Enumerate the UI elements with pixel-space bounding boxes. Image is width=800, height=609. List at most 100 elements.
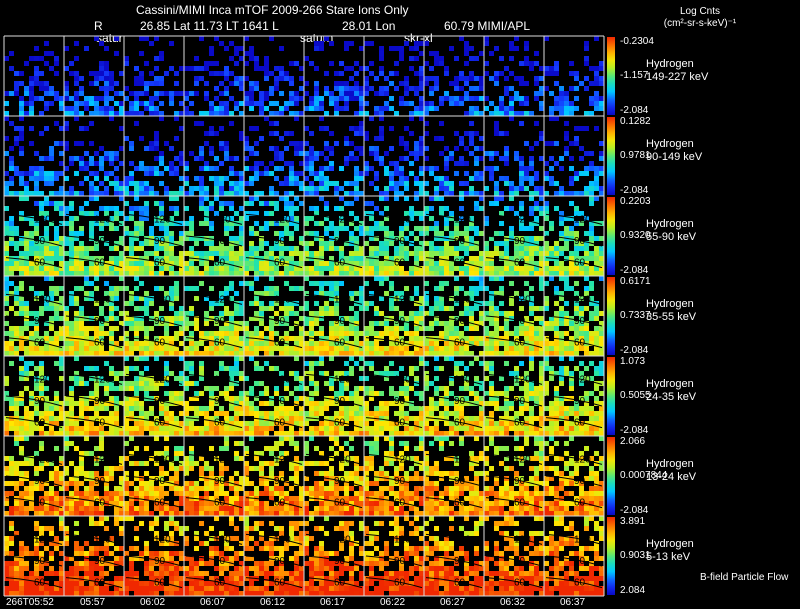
contour-label: 90 xyxy=(394,476,406,487)
contour-label: 90 xyxy=(514,396,526,407)
heatmap-panel xyxy=(364,41,424,116)
contour-label: 60 xyxy=(214,498,226,509)
contour-label: 120 xyxy=(514,454,531,465)
contour-label: 120 xyxy=(274,214,291,225)
heatmap-panel xyxy=(184,281,244,356)
heatmap-panel xyxy=(64,436,124,516)
contour-line xyxy=(425,555,483,567)
heatmap-panel xyxy=(424,516,484,596)
contour-line xyxy=(365,373,423,385)
contour-line xyxy=(365,475,423,487)
heatmap-panel xyxy=(124,356,184,436)
contour-label: 60 xyxy=(154,498,166,509)
species-label: Hydrogen xyxy=(646,58,694,70)
contour-label: 120 xyxy=(34,374,51,385)
contour-label: 120 xyxy=(574,214,591,225)
contour-label: 90 xyxy=(214,476,226,487)
contour-label: 60 xyxy=(34,258,46,269)
contour-line xyxy=(125,373,183,385)
contour-line xyxy=(245,213,303,225)
contour-line xyxy=(65,497,123,509)
contour-label: 90 xyxy=(274,396,286,407)
contour-line xyxy=(305,315,363,327)
contour-line xyxy=(65,315,123,327)
heatmap-panel xyxy=(64,276,124,356)
time-tick-label: 06:07 xyxy=(200,597,226,608)
contour-label: 60 xyxy=(214,578,226,589)
contour-label: 120 xyxy=(214,374,231,385)
heatmap-panel xyxy=(484,356,544,436)
colorbar-max-label: -0.2304 xyxy=(620,36,654,47)
contour-label: 60 xyxy=(214,418,226,429)
heatmap-panel xyxy=(304,276,364,356)
contour-label: 120 xyxy=(334,374,351,385)
contour-label: 90 xyxy=(274,316,286,327)
species-label: Hydrogen xyxy=(646,218,694,230)
contour-label: 60 xyxy=(394,578,406,589)
contour-label: 60 xyxy=(514,418,526,429)
contour-line xyxy=(365,497,423,509)
contour-label: 120 xyxy=(154,214,171,225)
heatmap-panel xyxy=(484,516,544,596)
contour-line xyxy=(65,453,123,465)
contour-line xyxy=(5,315,63,327)
contour-label: 90 xyxy=(94,316,106,327)
heatmap-panel xyxy=(544,436,604,516)
contour-label: 90 xyxy=(154,236,166,247)
contour-line xyxy=(485,235,543,247)
contour-label: 120 xyxy=(574,454,591,465)
contour-label: 90 xyxy=(34,236,46,247)
contour-label: 90 xyxy=(334,236,346,247)
colorbar-max-label: 0.2203 xyxy=(620,196,651,207)
contour-line xyxy=(245,417,303,429)
contour-line xyxy=(365,417,423,429)
contour-line xyxy=(485,257,543,269)
contour-label: 60 xyxy=(454,258,466,269)
position-readout: 26.85 Lat 11.73 LT 1641 L xyxy=(140,19,279,33)
contour-line xyxy=(485,475,543,487)
contour-label: 60 xyxy=(454,418,466,429)
contour-line xyxy=(485,555,543,567)
contour-label: 60 xyxy=(514,338,526,349)
contour-line xyxy=(185,417,243,429)
contour-line xyxy=(365,257,423,269)
contour-label: 120 xyxy=(394,374,411,385)
contour-line xyxy=(425,213,483,225)
colorbar-mid-label: 0.9781 xyxy=(620,150,651,161)
contour-label: 60 xyxy=(334,418,346,429)
colorbar xyxy=(607,197,615,275)
contour-line xyxy=(185,395,243,407)
contour-label: 120 xyxy=(214,454,231,465)
contour-label: 60 xyxy=(454,338,466,349)
contour-line xyxy=(305,235,363,247)
heatmap-panel xyxy=(64,516,124,596)
contour-label: 60 xyxy=(94,498,106,509)
time-tick-label: 06:27 xyxy=(440,597,466,608)
contour-line xyxy=(425,395,483,407)
contour-label: 60 xyxy=(34,338,46,349)
contour-line xyxy=(545,533,603,545)
contour-line xyxy=(125,475,183,487)
contour-line xyxy=(365,395,423,407)
contour-line xyxy=(65,533,123,545)
heatmap-panel xyxy=(124,116,184,196)
contour-label: 60 xyxy=(34,418,46,429)
heatmap-panel xyxy=(484,196,544,276)
contour-label: 90 xyxy=(34,476,46,487)
lon-readout: 28.01 Lon xyxy=(342,19,396,33)
contour-label: 60 xyxy=(514,258,526,269)
heatmap-panel xyxy=(304,116,364,196)
contour-line xyxy=(545,577,603,589)
contour-line xyxy=(545,373,603,385)
heatmap-panel xyxy=(544,196,604,276)
contour-line xyxy=(5,453,63,465)
contour-line xyxy=(5,235,63,247)
contour-line xyxy=(65,235,123,247)
heatmap-panel xyxy=(244,116,304,196)
heatmap-panel xyxy=(424,196,484,276)
contour-label: 60 xyxy=(454,578,466,589)
contour-line xyxy=(545,235,603,247)
contour-line xyxy=(65,475,123,487)
energy-label: 35-55 keV xyxy=(646,311,697,323)
contour-line xyxy=(485,293,543,305)
